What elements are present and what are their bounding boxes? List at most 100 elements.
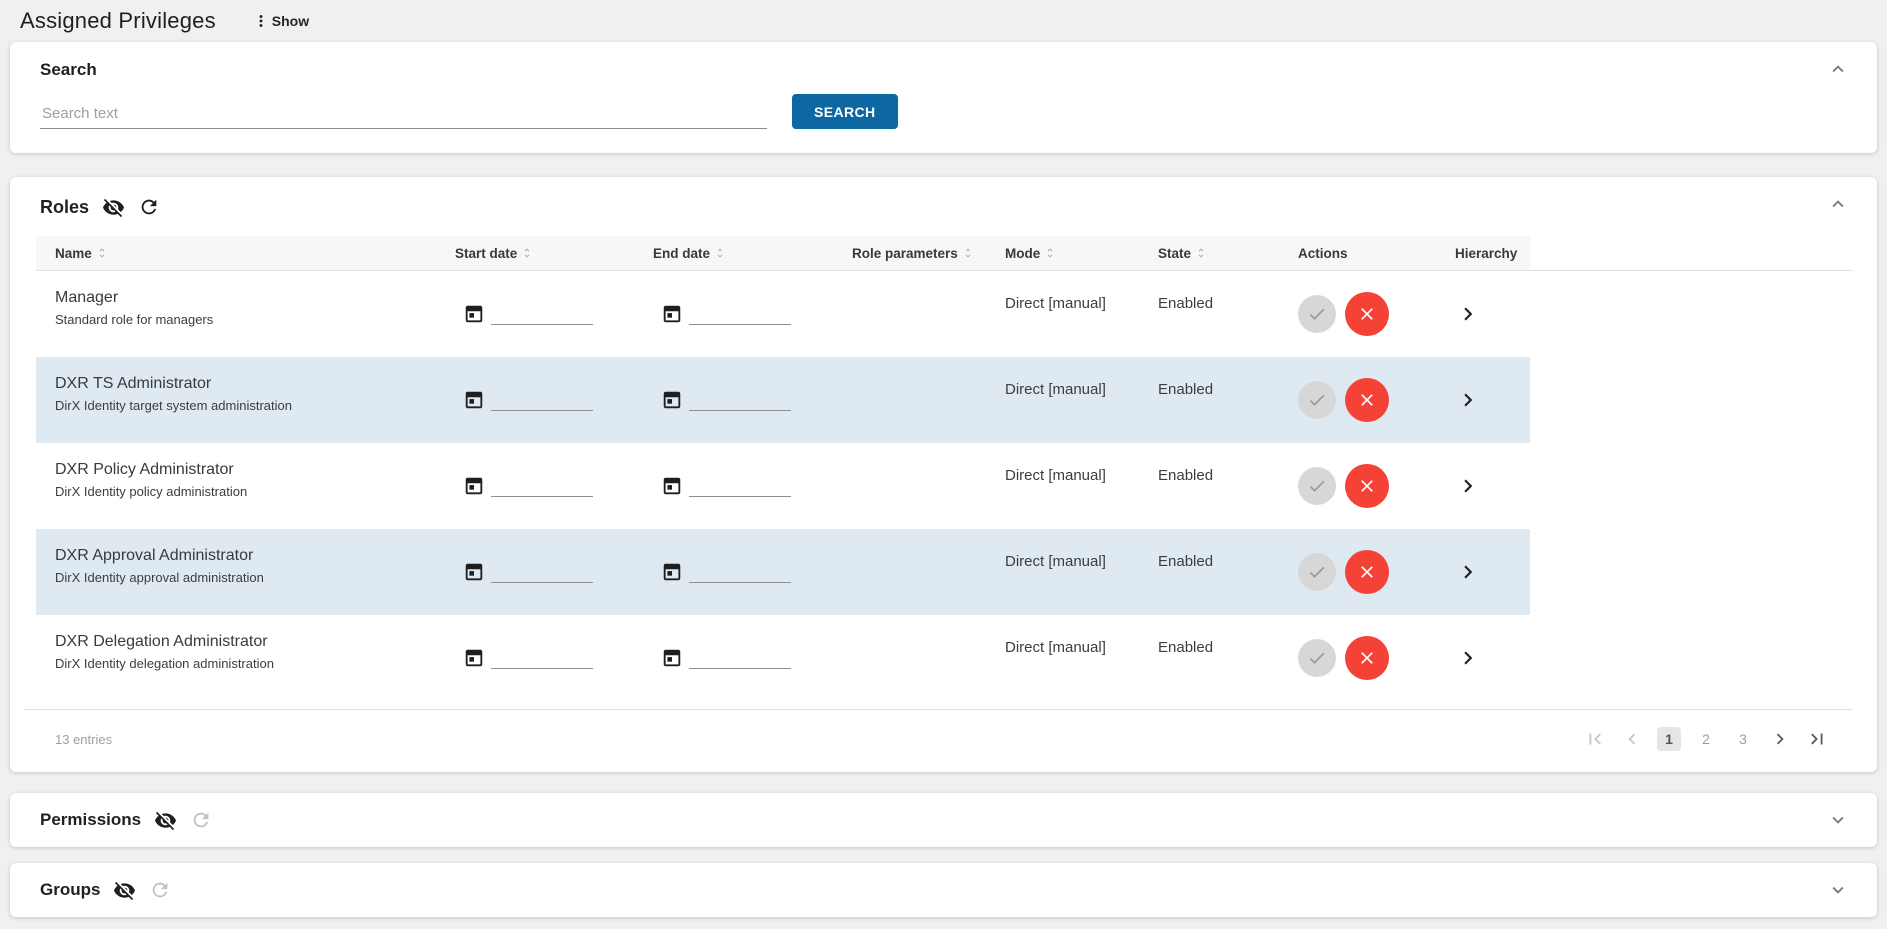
start-date-input[interactable] [491,647,593,669]
chevron-right-icon [1455,387,1481,413]
role-name: DXR TS Administrator [55,375,211,393]
remove-button[interactable] [1345,378,1389,422]
roles-table: Name Start date End date Role parameters… [36,236,1853,701]
chevron-right-icon [1455,473,1481,499]
page-button-3[interactable]: 3 [1731,727,1755,751]
role-name: Manager [55,289,118,307]
roles-card: Roles Name Start date [10,177,1877,772]
mode-cell: Direct [manual] [1005,615,1158,701]
show-menu-label: Show [272,13,309,29]
table-row: DXR Delegation Administrator DirX Identi… [36,615,1530,701]
calendar-icon[interactable] [463,389,485,411]
groups-card-title: Groups [40,880,100,900]
prev-page-button[interactable] [1620,727,1644,751]
roles-collapse-button[interactable] [1825,191,1851,217]
calendar-icon[interactable] [463,303,485,325]
chevron-right-icon [1769,728,1791,750]
permissions-refresh-button[interactable] [190,809,212,831]
chevron-right-icon [1455,301,1481,327]
column-header-start-date[interactable]: Start date [455,246,653,261]
column-header-role-parameters[interactable]: Role parameters [852,246,1005,261]
end-date-input[interactable] [689,475,791,497]
column-header-name[interactable]: Name [36,246,455,261]
check-icon [1307,562,1327,582]
permissions-hide-button[interactable] [154,809,177,832]
calendar-icon[interactable] [463,561,485,583]
role-name: DXR Delegation Administrator [55,633,268,651]
first-page-button[interactable] [1583,727,1607,751]
approve-button[interactable] [1298,553,1336,591]
approve-button[interactable] [1298,639,1336,677]
sort-icon [96,247,108,259]
hierarchy-button[interactable] [1455,387,1481,413]
approve-button[interactable] [1298,381,1336,419]
role-name: DXR Policy Administrator [55,461,234,479]
calendar-icon[interactable] [661,389,683,411]
end-date-input[interactable] [689,647,791,669]
remove-button[interactable] [1345,464,1389,508]
refresh-icon [190,809,212,831]
groups-expand-button[interactable] [1825,877,1851,903]
role-description: DirX Identity policy administration [55,484,247,499]
approve-button[interactable] [1298,467,1336,505]
permissions-expand-button[interactable] [1825,807,1851,833]
page-header: Assigned Privileges Show [0,0,1887,42]
groups-hide-button[interactable] [113,879,136,902]
close-icon [1357,648,1377,668]
column-header-hierarchy: Hierarchy [1455,246,1530,261]
calendar-icon[interactable] [661,561,683,583]
close-icon [1357,562,1377,582]
hierarchy-button[interactable] [1455,473,1481,499]
close-icon [1357,390,1377,410]
search-button[interactable]: SEARCH [792,94,898,129]
page-button-2[interactable]: 2 [1694,727,1718,751]
sort-icon [521,247,533,259]
sort-icon [714,247,726,259]
chevron-down-icon [1827,879,1849,901]
table-row: DXR Approval Administrator DirX Identity… [36,529,1530,615]
role-description: Standard role for managers [55,312,213,327]
refresh-icon [138,196,160,218]
roles-hide-button[interactable] [102,196,125,219]
remove-button[interactable] [1345,636,1389,680]
state-cell: Enabled [1158,615,1298,701]
search-input[interactable] [40,99,767,129]
calendar-icon[interactable] [463,475,485,497]
column-header-state[interactable]: State [1158,246,1298,261]
check-icon [1307,390,1327,410]
next-page-button[interactable] [1768,727,1792,751]
remove-button[interactable] [1345,292,1389,336]
end-date-input[interactable] [689,389,791,411]
groups-refresh-button[interactable] [149,879,171,901]
hierarchy-button[interactable] [1455,645,1481,671]
end-date-input[interactable] [689,561,791,583]
check-icon [1307,476,1327,496]
last-page-button[interactable] [1805,727,1829,751]
remove-button[interactable] [1345,550,1389,594]
calendar-icon[interactable] [661,647,683,669]
start-date-input[interactable] [491,475,593,497]
check-icon [1307,648,1327,668]
mode-cell: Direct [manual] [1005,443,1158,529]
column-header-end-date[interactable]: End date [653,246,852,261]
calendar-icon[interactable] [463,647,485,669]
chevron-right-icon [1455,559,1481,585]
search-collapse-button[interactable] [1825,56,1851,82]
sort-icon [1044,247,1056,259]
eye-off-icon [154,809,177,832]
roles-refresh-button[interactable] [138,196,160,218]
start-date-input[interactable] [491,389,593,411]
page-button-1[interactable]: 1 [1657,727,1681,751]
hierarchy-button[interactable] [1455,559,1481,585]
calendar-icon[interactable] [661,303,683,325]
hierarchy-button[interactable] [1455,301,1481,327]
end-date-input[interactable] [689,303,791,325]
start-date-input[interactable] [491,561,593,583]
approve-button[interactable] [1298,295,1336,333]
mode-cell: Direct [manual] [1005,529,1158,615]
show-menu-button[interactable]: Show [252,12,309,30]
start-date-input[interactable] [491,303,593,325]
roles-card-title: Roles [40,197,89,218]
column-header-mode[interactable]: Mode [1005,246,1158,261]
calendar-icon[interactable] [661,475,683,497]
